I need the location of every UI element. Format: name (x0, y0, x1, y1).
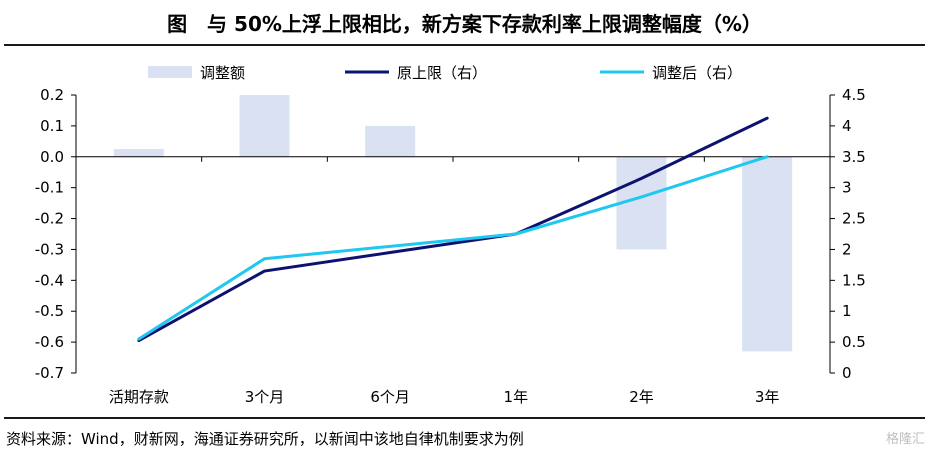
left-tick-label-3: -0.1 (35, 179, 64, 197)
category-label-3: 1年 (504, 388, 529, 406)
category-labels: 活期存款 3个月 6个月 1年 2年 3年 (109, 388, 780, 406)
category-label-5: 3年 (755, 388, 780, 406)
legend-label-2: 调整后（右） (652, 64, 742, 82)
left-axis-ticks: 0.2 0.1 0.0 -0.1 -0.2 -0.3 -0.4 -0.5 -0.6 -0.7 (35, 86, 76, 382)
line-series-1 (137, 155, 769, 341)
right-tick-label-6: 1.5 (842, 271, 866, 289)
right-tick-label-1: 4 (842, 117, 852, 135)
right-axis-ticks: 4.5 4 3.5 3 2.5 2 1.5 1 0.5 0 (830, 86, 866, 382)
left-tick-label-8: -0.6 (35, 333, 64, 351)
watermark: 格隆汇 (885, 432, 925, 447)
category-label-2: 6个月 (370, 388, 410, 406)
left-tick-label-4: -0.2 (35, 210, 64, 228)
bar-2 (365, 125, 416, 157)
right-tick-label-0: 4.5 (842, 86, 866, 104)
bar-5 (742, 156, 793, 352)
bar-1 (239, 95, 290, 157)
left-tick-label-0: 0.2 (40, 86, 64, 104)
legend-swatch-0 (148, 66, 192, 78)
bar-series (113, 95, 793, 352)
category-label-4: 2年 (629, 388, 654, 406)
right-tick-label-2: 3.5 (842, 148, 866, 166)
axes (75, 95, 831, 373)
right-tick-label-3: 3 (842, 179, 852, 197)
right-tick-label-5: 2 (842, 240, 852, 258)
left-tick-label-6: -0.4 (35, 271, 64, 289)
bar-0 (113, 149, 164, 157)
line-series (137, 116, 769, 343)
left-tick-label-5: -0.3 (35, 240, 64, 258)
legend-label-1: 原上限（右） (397, 64, 487, 82)
line-series-0 (137, 116, 769, 343)
right-tick-label-7: 1 (842, 302, 852, 320)
legend-label-0: 调整额 (200, 64, 245, 82)
left-tick-label-1: 0.1 (40, 117, 64, 135)
right-tick-label-4: 2.5 (842, 210, 866, 228)
right-tick-label-9: 0 (842, 364, 852, 382)
chart-title: 图 与 50%上浮上限相比，新方案下存款利率上限调整幅度（%） (167, 12, 762, 36)
left-tick-label-2: 0.0 (40, 148, 64, 166)
right-tick-label-8: 0.5 (842, 333, 866, 351)
title-divider (4, 44, 925, 46)
source-note: 资料来源：Wind，财新网，海通证券研究所，以新闻中该地自律机制要求为例 (6, 430, 524, 448)
left-tick-label-7: -0.5 (35, 302, 64, 320)
category-label-1: 3个月 (245, 388, 285, 406)
left-tick-label-9: -0.7 (35, 364, 64, 382)
footer-divider (4, 417, 925, 419)
category-label-0: 活期存款 (109, 388, 169, 406)
legend: 调整额 原上限（右） 调整后（右） (148, 64, 742, 82)
